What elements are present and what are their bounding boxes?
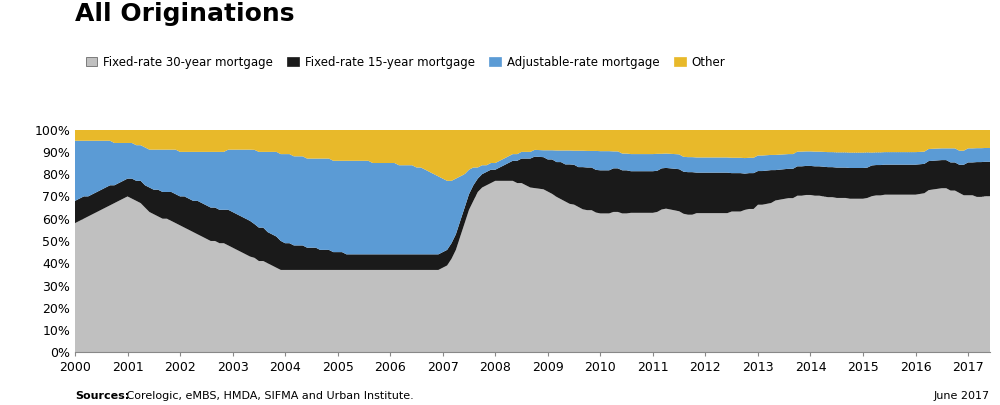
Text: Sources:: Sources: <box>75 391 129 401</box>
Text: June 2017: June 2017 <box>934 391 990 401</box>
Text: All Originations: All Originations <box>75 2 294 26</box>
Text: Corelogic, eMBS, HMDA, SIFMA and Urban Institute.: Corelogic, eMBS, HMDA, SIFMA and Urban I… <box>123 391 414 401</box>
Legend: Fixed-rate 30-year mortgage, Fixed-rate 15-year mortgage, Adjustable-rate mortga: Fixed-rate 30-year mortgage, Fixed-rate … <box>81 51 730 73</box>
